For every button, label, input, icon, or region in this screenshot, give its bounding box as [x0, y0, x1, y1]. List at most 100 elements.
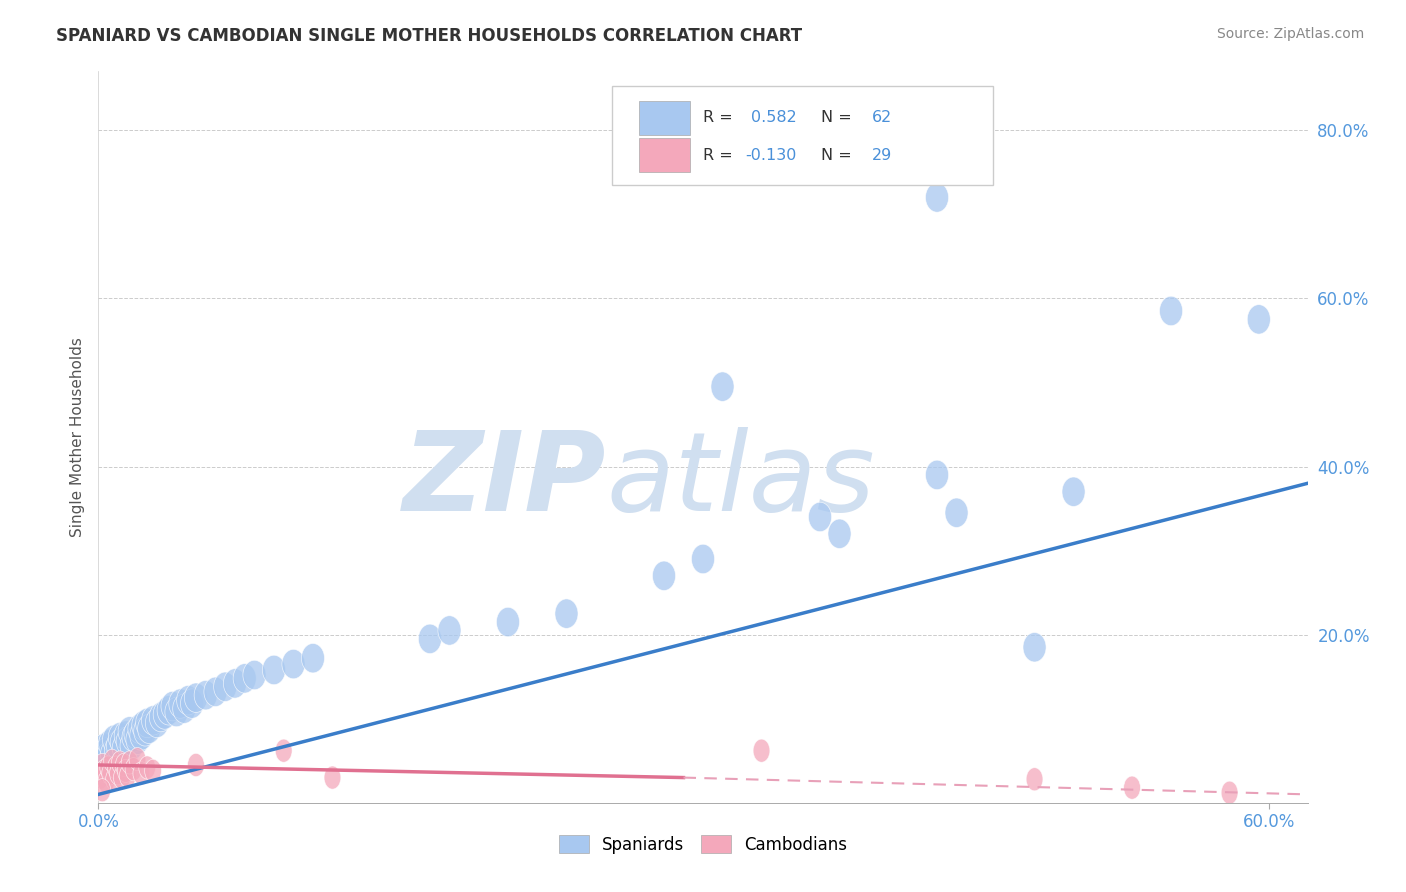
- Ellipse shape: [117, 759, 134, 782]
- Ellipse shape: [692, 544, 714, 574]
- Ellipse shape: [111, 751, 128, 774]
- Ellipse shape: [1160, 296, 1182, 326]
- Ellipse shape: [108, 723, 131, 752]
- Ellipse shape: [173, 694, 195, 723]
- Ellipse shape: [120, 764, 136, 788]
- Ellipse shape: [125, 757, 142, 780]
- Ellipse shape: [243, 660, 266, 690]
- Ellipse shape: [177, 686, 200, 715]
- Text: ZIP: ZIP: [402, 427, 606, 534]
- Ellipse shape: [115, 754, 132, 777]
- Ellipse shape: [139, 756, 156, 779]
- Ellipse shape: [117, 727, 139, 756]
- Ellipse shape: [157, 696, 180, 725]
- Ellipse shape: [100, 756, 117, 779]
- Ellipse shape: [127, 725, 149, 755]
- Ellipse shape: [101, 739, 124, 769]
- Ellipse shape: [184, 683, 208, 713]
- Ellipse shape: [808, 502, 831, 532]
- Ellipse shape: [1026, 768, 1043, 791]
- Ellipse shape: [134, 762, 149, 785]
- Ellipse shape: [108, 756, 124, 779]
- Text: R =: R =: [703, 148, 738, 163]
- FancyBboxPatch shape: [638, 138, 690, 171]
- Ellipse shape: [105, 768, 122, 791]
- Ellipse shape: [437, 615, 461, 645]
- Ellipse shape: [925, 183, 949, 212]
- Text: 29: 29: [872, 148, 893, 163]
- Ellipse shape: [94, 779, 111, 802]
- Ellipse shape: [91, 742, 114, 772]
- Ellipse shape: [110, 762, 127, 785]
- Ellipse shape: [112, 733, 135, 763]
- Ellipse shape: [124, 719, 148, 748]
- Ellipse shape: [128, 714, 150, 744]
- Ellipse shape: [94, 754, 111, 777]
- Ellipse shape: [419, 624, 441, 654]
- Ellipse shape: [142, 706, 165, 735]
- Ellipse shape: [118, 716, 141, 746]
- FancyBboxPatch shape: [613, 86, 993, 185]
- Ellipse shape: [754, 739, 770, 763]
- Ellipse shape: [114, 721, 138, 750]
- Ellipse shape: [1247, 305, 1271, 334]
- Ellipse shape: [214, 672, 236, 701]
- Text: 0.582: 0.582: [751, 110, 797, 125]
- Text: 62: 62: [872, 110, 893, 125]
- Legend: Spaniards, Cambodians: Spaniards, Cambodians: [553, 829, 853, 860]
- Ellipse shape: [129, 747, 146, 771]
- Ellipse shape: [107, 731, 129, 760]
- Ellipse shape: [194, 681, 217, 710]
- Ellipse shape: [97, 742, 120, 772]
- Ellipse shape: [323, 766, 340, 789]
- Ellipse shape: [98, 770, 115, 793]
- Ellipse shape: [945, 498, 969, 527]
- Ellipse shape: [134, 716, 156, 746]
- Ellipse shape: [162, 691, 184, 721]
- Ellipse shape: [138, 714, 160, 744]
- Ellipse shape: [153, 700, 176, 730]
- Ellipse shape: [145, 759, 162, 782]
- Text: -0.130: -0.130: [745, 148, 797, 163]
- Ellipse shape: [169, 689, 191, 718]
- Text: N =: N =: [821, 110, 858, 125]
- Ellipse shape: [104, 736, 128, 765]
- Ellipse shape: [1062, 477, 1085, 507]
- Ellipse shape: [122, 723, 145, 752]
- Ellipse shape: [1024, 632, 1046, 662]
- Ellipse shape: [925, 460, 949, 490]
- Text: R =: R =: [703, 110, 738, 125]
- Ellipse shape: [104, 749, 121, 772]
- Y-axis label: Single Mother Households: Single Mother Households: [69, 337, 84, 537]
- Ellipse shape: [94, 738, 118, 767]
- Ellipse shape: [1123, 776, 1140, 799]
- Ellipse shape: [224, 669, 246, 698]
- Ellipse shape: [301, 643, 325, 673]
- Text: Source: ZipAtlas.com: Source: ZipAtlas.com: [1216, 27, 1364, 41]
- Ellipse shape: [711, 372, 734, 401]
- Ellipse shape: [98, 730, 122, 759]
- Text: atlas: atlas: [606, 427, 875, 534]
- Ellipse shape: [132, 711, 155, 740]
- FancyBboxPatch shape: [638, 102, 690, 135]
- Ellipse shape: [283, 649, 305, 679]
- Ellipse shape: [180, 689, 204, 718]
- Ellipse shape: [204, 677, 226, 706]
- Ellipse shape: [1222, 781, 1237, 805]
- Ellipse shape: [149, 702, 173, 731]
- Ellipse shape: [828, 519, 851, 549]
- Ellipse shape: [187, 754, 204, 777]
- Ellipse shape: [263, 656, 285, 685]
- Text: SPANIARD VS CAMBODIAN SINGLE MOTHER HOUSEHOLDS CORRELATION CHART: SPANIARD VS CAMBODIAN SINGLE MOTHER HOUS…: [56, 27, 803, 45]
- Ellipse shape: [652, 561, 675, 591]
- Ellipse shape: [93, 733, 115, 763]
- Ellipse shape: [103, 725, 125, 755]
- Ellipse shape: [496, 607, 519, 637]
- Ellipse shape: [165, 698, 188, 727]
- Ellipse shape: [101, 762, 118, 785]
- Ellipse shape: [110, 728, 134, 757]
- Text: N =: N =: [821, 148, 858, 163]
- Ellipse shape: [145, 708, 169, 738]
- Ellipse shape: [135, 708, 159, 738]
- Ellipse shape: [555, 599, 578, 628]
